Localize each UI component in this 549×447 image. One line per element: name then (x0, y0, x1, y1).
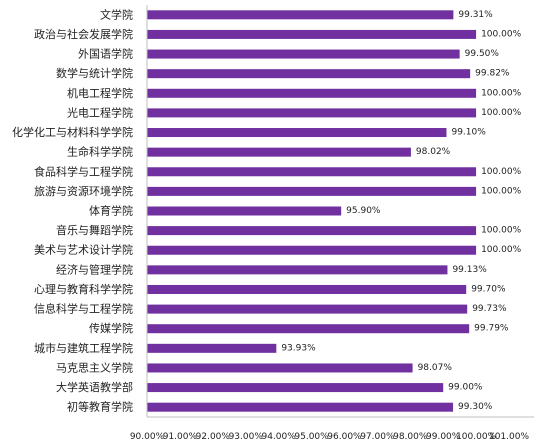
category-label: 传媒学院 (89, 321, 133, 335)
data-label: 99.31% (458, 10, 493, 20)
category-label: 旅游与资源环境学院 (34, 184, 133, 198)
category-label: 信息科学与工程学院 (34, 302, 133, 316)
category-label: 大学英语教学部 (56, 380, 133, 394)
data-label: 99.73% (472, 304, 507, 314)
category-label: 生命科学学院 (67, 145, 133, 159)
data-label: 100.00% (481, 167, 521, 177)
bar (147, 383, 444, 393)
data-label: 100.00% (481, 88, 521, 98)
x-tick-label: 93.00% (229, 432, 264, 442)
data-label: 100.00% (481, 186, 521, 196)
x-tick-label: 97.00% (360, 432, 395, 442)
x-tick-labels: 90.00%91.00%92.00%93.00%94.00%95.00%96.0… (130, 432, 530, 442)
x-tick-label: 96.00% (327, 432, 362, 442)
category-label: 外国语学院 (78, 47, 133, 61)
data-label: 95.90% (346, 206, 381, 216)
category-label: 美术与艺术设计学院 (34, 243, 133, 257)
category-label: 化学化工与材料科学学院 (12, 125, 133, 139)
data-label: 98.07% (418, 363, 453, 373)
bar (147, 245, 477, 255)
x-tick-label: 90.00% (130, 432, 165, 442)
bar (147, 304, 468, 314)
bar (147, 29, 477, 39)
category-label: 文学院 (100, 7, 133, 21)
x-tick-label: 95.00% (294, 432, 329, 442)
category-label: 食品科学与工程学院 (34, 164, 133, 178)
data-label: 99.00% (448, 383, 483, 393)
x-tick-label: 94.00% (261, 432, 296, 442)
bar (147, 206, 342, 216)
data-label: 100.00% (481, 226, 521, 236)
data-label: 99.10% (451, 128, 486, 138)
data-label: 93.93% (281, 343, 316, 353)
x-tick-label: 101.00% (489, 432, 529, 442)
category-label: 数学与统计学院 (56, 66, 133, 80)
bar (147, 324, 470, 334)
data-label: 99.30% (458, 402, 493, 412)
data-label: 99.13% (452, 265, 487, 275)
category-label: 光电工程学院 (67, 105, 133, 119)
x-tick-label: 91.00% (163, 432, 198, 442)
category-label: 体育学院 (89, 204, 133, 218)
category-label: 城市与建筑工程学院 (34, 341, 133, 355)
category-label: 心理与教育科学学院 (34, 282, 133, 296)
bar (147, 10, 454, 20)
bar (147, 128, 447, 138)
data-label: 99.79% (474, 324, 509, 334)
category-label: 机电工程学院 (67, 86, 133, 100)
bar (147, 363, 413, 373)
category-label: 马克思主义学院 (56, 360, 133, 374)
data-label: 99.50% (465, 49, 500, 59)
x-tick-label: 92.00% (196, 432, 231, 442)
bar (147, 108, 477, 118)
bar (147, 284, 467, 294)
data-label: 99.82% (475, 69, 510, 79)
x-tick-label: 99.00% (426, 432, 461, 442)
bars-group (147, 10, 477, 412)
category-label: 音乐与舞蹈学院 (56, 223, 133, 237)
bar (147, 265, 448, 275)
data-label: 99.70% (471, 284, 506, 294)
bar (147, 49, 460, 59)
category-label: 政治与社会发展学院 (34, 27, 133, 41)
data-label: 100.00% (481, 108, 521, 118)
bar (147, 186, 477, 196)
bar (147, 69, 471, 79)
bar (147, 88, 477, 98)
category-labels: 文学院政治与社会发展学院外国语学院数学与统计学院机电工程学院光电工程学院化学化工… (12, 7, 133, 413)
bar (147, 343, 277, 353)
data-label: 98.02% (416, 147, 451, 157)
bar (147, 147, 411, 157)
category-label: 经济与管理学院 (56, 262, 133, 276)
bar (147, 167, 477, 177)
bar (147, 402, 454, 412)
data-label: 100.00% (481, 29, 521, 39)
data-label: 100.00% (481, 245, 521, 255)
x-tick-label: 100.00% (456, 432, 496, 442)
bar (147, 226, 477, 236)
x-tick-label: 98.00% (393, 432, 428, 442)
data-labels: 99.31% 100.00% 99.50% 99.82% 100.00% 100.00% 9… (281, 10, 521, 412)
category-label: 初等教育学院 (67, 400, 133, 414)
